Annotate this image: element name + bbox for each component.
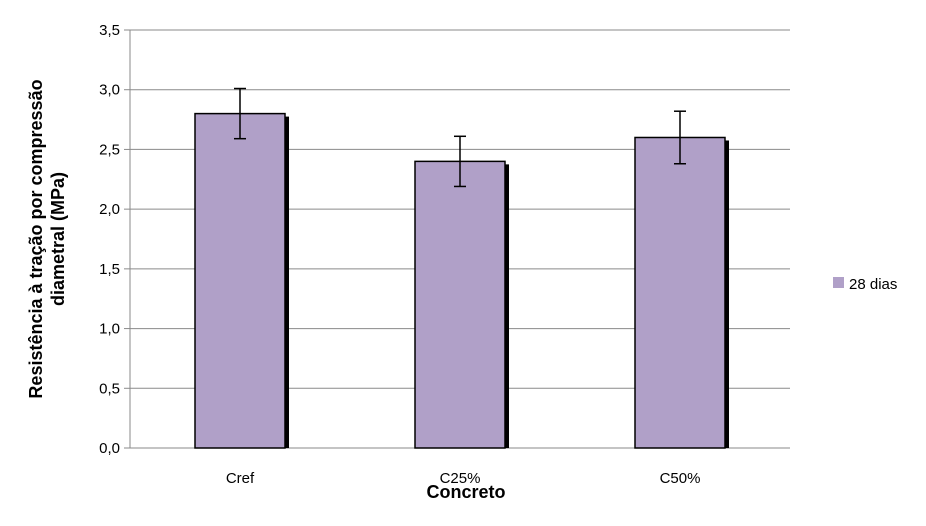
bar bbox=[634, 136, 726, 449]
legend-swatch bbox=[833, 277, 844, 288]
y-axis-title: Resistência à tração por compressão diame… bbox=[26, 79, 68, 398]
x-tick-label: Cref bbox=[226, 470, 255, 487]
bar bbox=[194, 112, 286, 449]
y-tick-label: 0,5 bbox=[99, 380, 120, 397]
bar-group bbox=[194, 112, 729, 449]
y-tick-label: 1,0 bbox=[99, 321, 120, 338]
y-tick-label: 0,0 bbox=[99, 440, 120, 457]
error-bars bbox=[234, 87, 686, 188]
x-axis-title: Concreto bbox=[426, 482, 505, 502]
y-tick-label: 2,5 bbox=[99, 141, 120, 158]
y-tick-label: 2,0 bbox=[99, 201, 120, 218]
bar bbox=[414, 160, 506, 449]
x-tick-label: C50% bbox=[660, 470, 701, 487]
legend-label: 28 dias bbox=[849, 276, 897, 293]
legend: 28 dias bbox=[833, 276, 897, 293]
x-axis-ticks: Cref C25% C50% bbox=[226, 470, 701, 487]
y-tick-label: 1,5 bbox=[99, 261, 120, 278]
x-tick-label: C25% bbox=[440, 470, 481, 487]
y-tick-label: 3,5 bbox=[99, 22, 120, 39]
y-tick-label: 3,0 bbox=[99, 82, 120, 99]
y-axis-ticks: 0,0 0,5 1,0 1,5 2,0 2,5 3,0 3,5 bbox=[99, 22, 120, 457]
